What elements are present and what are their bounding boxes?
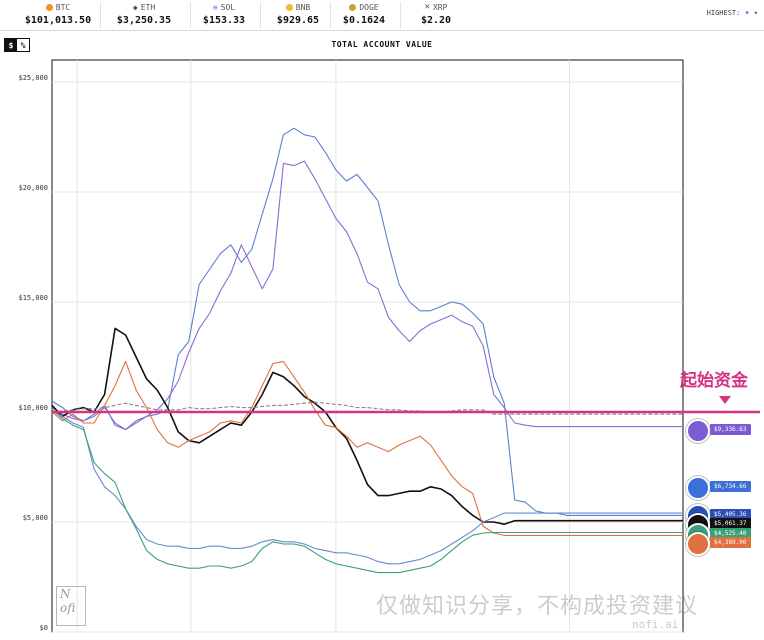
- ticker-price: $929.65: [276, 15, 320, 26]
- percent-mode-button[interactable]: %: [17, 39, 29, 51]
- ticker-bar: BTC $101,013.50 ◆ ETH $3,250.35 ≡ SOL $153…: [0, 0, 764, 31]
- ticker-bnb[interactable]: BNB $929.65: [250, 2, 346, 27]
- ticker-symbol: SOL: [220, 2, 236, 12]
- series-line-2: [51, 160, 683, 431]
- series-line-6: [51, 409, 683, 574]
- highest-label: HIGHEST:: [706, 9, 741, 17]
- ticker-doge[interactable]: DOGE $0.1624: [316, 2, 412, 27]
- ticker-symbol: XRP: [432, 2, 448, 12]
- model-avatar-icon[interactable]: [686, 476, 710, 500]
- model-avatar-icon[interactable]: [686, 419, 710, 443]
- series-line-3: [51, 327, 683, 525]
- series-line-7: [51, 401, 683, 415]
- end-value-tag: $4,525.40: [710, 528, 751, 539]
- series-line-4: [51, 360, 683, 536]
- value-mode-toggle[interactable]: $ %: [4, 38, 30, 52]
- chevron-down-icon: ▾: [753, 9, 758, 17]
- down-arrow-icon: [719, 396, 731, 404]
- ticker-btc[interactable]: BTC $101,013.50: [10, 2, 106, 27]
- y-tick-label: $25,000: [18, 74, 48, 82]
- y-tick-label: $10,000: [18, 404, 48, 412]
- site-url: nofi.ai: [632, 618, 679, 631]
- btc-icon: [45, 3, 53, 11]
- ticker-symbol: DOGE: [359, 2, 379, 12]
- watermark-text: 仅做知识分享，不构成投资建议: [376, 594, 699, 619]
- ticker-eth[interactable]: ◆ ETH $3,250.35: [96, 2, 192, 27]
- ticker-symbol: BTC: [55, 2, 71, 12]
- model-avatar-icon[interactable]: [686, 532, 710, 556]
- ticker-sol[interactable]: ≡ SOL $153.33: [176, 2, 272, 27]
- xrp-icon: ✕: [424, 2, 430, 12]
- y-tick-label: $20,000: [18, 184, 48, 192]
- ticker-price: $3,250.35: [116, 15, 172, 26]
- series-line-1: [51, 127, 683, 516]
- chart-title: TOTAL ACCOUNT VALUE: [331, 40, 433, 49]
- ticker-symbol: BNB: [295, 2, 311, 12]
- ticker-price: $153.33: [202, 15, 246, 26]
- end-value-tag: $9,336.63: [710, 424, 751, 435]
- ticker-xrp[interactable]: ✕ XRP $2.20: [388, 2, 484, 26]
- end-value-tag: $5,061.37: [710, 518, 751, 529]
- end-value-tag: $5,405.36: [710, 509, 751, 520]
- dollar-mode-button[interactable]: $: [5, 39, 17, 51]
- y-tick-label: $5,000: [23, 514, 48, 522]
- y-tick-label: $0: [40, 624, 48, 632]
- eth-icon: ◆: [132, 2, 138, 12]
- bnb-icon: [285, 3, 293, 11]
- highest-indicator[interactable]: HIGHEST: ✦ ▾: [707, 8, 758, 18]
- series-line-5: [51, 409, 683, 565]
- ticker-symbol: ETH: [140, 2, 156, 12]
- ticker-price: $2.20: [420, 15, 452, 26]
- nofi-logo: N ofi: [56, 586, 86, 626]
- ticker-price: $101,013.50: [24, 15, 92, 26]
- start-capital-label: 起始资金: [680, 371, 748, 391]
- sol-icon: ≡: [212, 2, 218, 12]
- y-tick-label: $15,000: [18, 294, 48, 302]
- ticker-price: $0.1624: [342, 15, 386, 26]
- doge-icon: [349, 3, 357, 11]
- end-value-tag: $6,734.66: [710, 481, 751, 492]
- end-value-tag: $4,389.00: [710, 537, 751, 548]
- plot-frame: [51, 59, 684, 633]
- model-logo-icon: ✦: [744, 8, 750, 18]
